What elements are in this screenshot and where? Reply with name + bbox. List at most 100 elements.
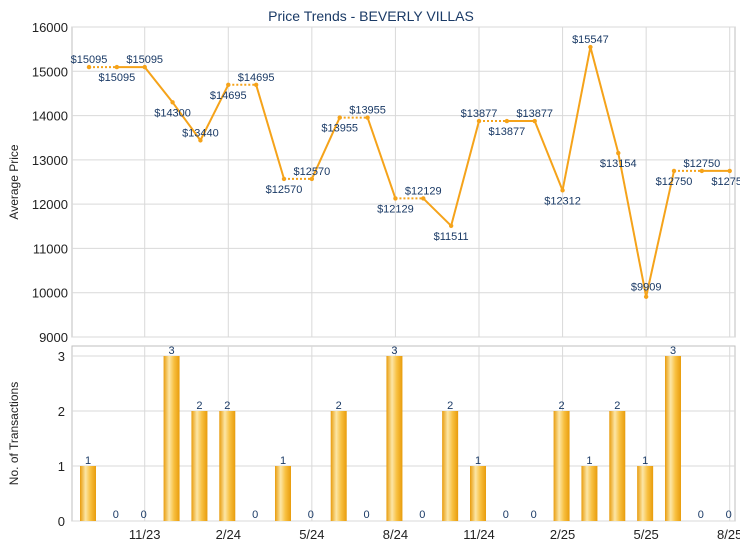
transactions-y-tick-label: 1	[58, 459, 65, 474]
price-point	[226, 82, 231, 87]
price-data-label: $12750	[711, 176, 740, 188]
transaction-bar	[80, 466, 96, 521]
price-data-label: $12750	[656, 176, 693, 188]
price-point	[643, 294, 649, 299]
transactions-y-tick-label: 3	[58, 349, 65, 364]
price-line-segment	[589, 46, 620, 154]
price-point	[476, 118, 482, 124]
bar-data-label: 1	[475, 455, 481, 467]
chart-title: Price Trends - BEVERLY VILLAS	[268, 8, 474, 24]
price-data-label: $13877	[461, 108, 498, 120]
x-tick-label: 11/24	[463, 527, 495, 542]
price-data-label: $12570	[293, 166, 330, 178]
price-line-segment	[422, 197, 452, 227]
transaction-bar	[442, 411, 459, 521]
price-point	[671, 168, 677, 174]
price-line-segment	[366, 117, 397, 199]
price-point	[448, 223, 454, 228]
price-line-segment	[617, 152, 648, 297]
price-line-segment	[561, 46, 592, 191]
bar-data-label: 1	[280, 455, 286, 467]
price-data-label: $12129	[405, 185, 442, 197]
price-point	[281, 176, 287, 182]
price-point	[337, 115, 342, 120]
price-point	[253, 82, 259, 87]
transaction-bar	[163, 356, 180, 521]
price-point	[588, 44, 593, 50]
price-point	[699, 168, 705, 174]
transaction-bar	[637, 466, 654, 521]
price-panel: 9000 10000 11000 12000 13000 14000 15000 16000 A…	[7, 20, 740, 345]
bar-data-label: 1	[586, 455, 592, 467]
price-y-tick-label: 14000	[32, 109, 68, 124]
price-data-label: $12129	[377, 203, 414, 215]
price-point	[532, 118, 537, 124]
x-tick-label: 8/25	[717, 527, 740, 542]
transaction-bar	[219, 411, 236, 521]
bar-data-label: 2	[614, 400, 620, 412]
price-point	[86, 64, 92, 70]
bar-data-label: 0	[531, 509, 537, 521]
bar-data-label: 0	[252, 509, 258, 521]
transaction-bar	[330, 411, 347, 521]
transaction-bar	[275, 466, 291, 521]
price-line-segment	[143, 66, 174, 103]
price-point	[727, 168, 732, 174]
price-y-tick-label: 13000	[32, 153, 68, 168]
price-data-label: $13877	[488, 126, 525, 138]
transactions-y-axis-label: No. of Transactions	[7, 382, 21, 485]
price-point	[114, 64, 120, 70]
transaction-bar	[470, 466, 486, 521]
bar-data-label: 2	[447, 400, 453, 412]
x-tick-label: 5/25	[633, 527, 658, 542]
price-data-label: $11511	[434, 231, 469, 243]
bar-data-label: 1	[85, 455, 91, 467]
bar-data-label: 3	[670, 345, 676, 357]
price-point	[142, 64, 147, 70]
price-data-label: $13440	[182, 127, 219, 139]
price-point	[198, 138, 203, 143]
price-data-label: $9909	[631, 282, 662, 294]
price-data-label: $13955	[321, 123, 358, 135]
price-line-segment	[199, 84, 230, 141]
price-line-segment	[533, 120, 564, 191]
price-y-tick-label: 9000	[39, 330, 68, 345]
price-line-segment	[450, 120, 480, 227]
price-y-tick-label: 16000	[32, 20, 68, 35]
bar-data-label: 0	[364, 509, 370, 521]
price-point	[393, 196, 398, 201]
x-tick-label: 8/24	[383, 527, 408, 542]
bar-data-label: 1	[642, 455, 648, 467]
bar-data-label: 2	[224, 400, 230, 412]
price-y-axis-label: Average Price	[7, 144, 21, 219]
price-point	[170, 100, 175, 105]
price-data-label: $13955	[349, 105, 386, 117]
price-point	[504, 118, 510, 124]
price-data-label: $15547	[572, 34, 609, 46]
bar-data-label: 0	[503, 509, 509, 521]
transaction-bar	[665, 356, 681, 521]
transaction-bar	[553, 411, 570, 521]
bar-data-label: 0	[419, 509, 425, 521]
transactions-y-tick-label: 0	[58, 514, 65, 529]
price-data-label: $14300	[154, 107, 191, 119]
transaction-bar	[581, 466, 598, 521]
x-tick-label: 2/24	[216, 527, 241, 542]
price-point	[616, 150, 621, 156]
price-y-tick-label: 15000	[32, 64, 68, 79]
price-data-label: $15095	[98, 72, 135, 84]
price-data-label: $13877	[516, 108, 553, 120]
price-data-label: $12570	[266, 184, 303, 196]
price-data-label: $14695	[210, 90, 247, 102]
x-tick-label: 5/24	[299, 527, 324, 542]
transaction-bar	[386, 356, 403, 521]
x-tick-label: 2/25	[550, 527, 575, 542]
price-data-label: $12750	[683, 158, 720, 170]
transactions-y-tick-label: 2	[58, 404, 65, 419]
price-point	[421, 196, 426, 201]
transaction-bar	[609, 411, 626, 521]
bar-data-label: 0	[698, 509, 704, 521]
price-point	[560, 188, 565, 193]
price-line-segment	[255, 84, 285, 180]
